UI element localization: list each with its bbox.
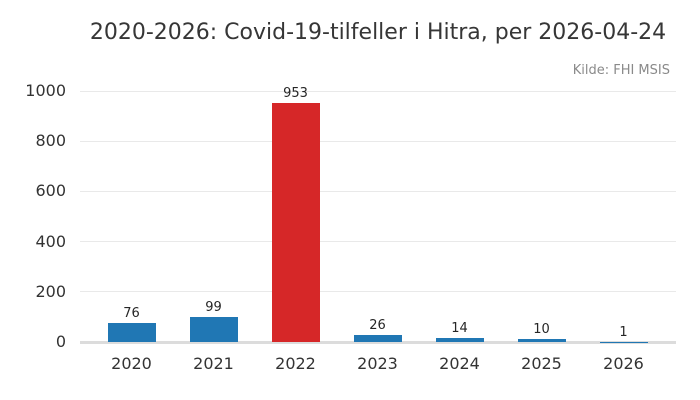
gridline-200 — [80, 291, 676, 293]
x-tick-label-2024: 2024 — [439, 354, 480, 373]
value-label-2025: 10 — [533, 322, 550, 338]
y-tick-label-0: 0 — [55, 332, 66, 351]
y-tick-label-800: 800 — [35, 131, 66, 151]
value-label-2026: 1 — [619, 324, 628, 340]
y-tick-label-1000: 1000 — [25, 81, 66, 100]
chart-title: 2020-2026: Covid-19-tilfeller i Hitra, p… — [89, 20, 667, 45]
x-tick-label-2023: 2023 — [357, 354, 398, 373]
y-tick-label-400: 400 — [35, 231, 66, 251]
x-tick-label-2020: 2020 — [111, 354, 152, 373]
bar-2025 — [517, 339, 566, 342]
gridline-1000 — [80, 90, 676, 92]
gridline-400 — [80, 241, 676, 243]
x-tick-label-2025: 2025 — [521, 354, 562, 373]
bar-2021 — [189, 317, 238, 342]
bar-2022 — [271, 102, 320, 342]
gridline-800 — [80, 140, 676, 142]
bar-2023 — [353, 335, 402, 342]
x-tick-label-2026: 2026 — [603, 354, 644, 373]
source-label: Kilde: FHI MSIS — [572, 63, 670, 78]
gridline-600 — [80, 190, 676, 192]
y-tick-label-600: 600 — [35, 181, 66, 201]
x-tick-label-2021: 2021 — [193, 354, 234, 373]
value-label-2021: 99 — [205, 300, 222, 316]
x-axis-line — [80, 340, 676, 344]
bar-2024 — [435, 338, 484, 342]
bar-2020 — [107, 322, 156, 342]
value-label-2022: 953 — [283, 85, 308, 101]
value-label-2020: 76 — [123, 305, 140, 321]
value-label-2024: 14 — [451, 321, 468, 337]
value-label-2023: 26 — [369, 318, 386, 334]
y-tick-label-200: 200 — [35, 281, 66, 301]
x-tick-label-2022: 2022 — [275, 354, 316, 373]
